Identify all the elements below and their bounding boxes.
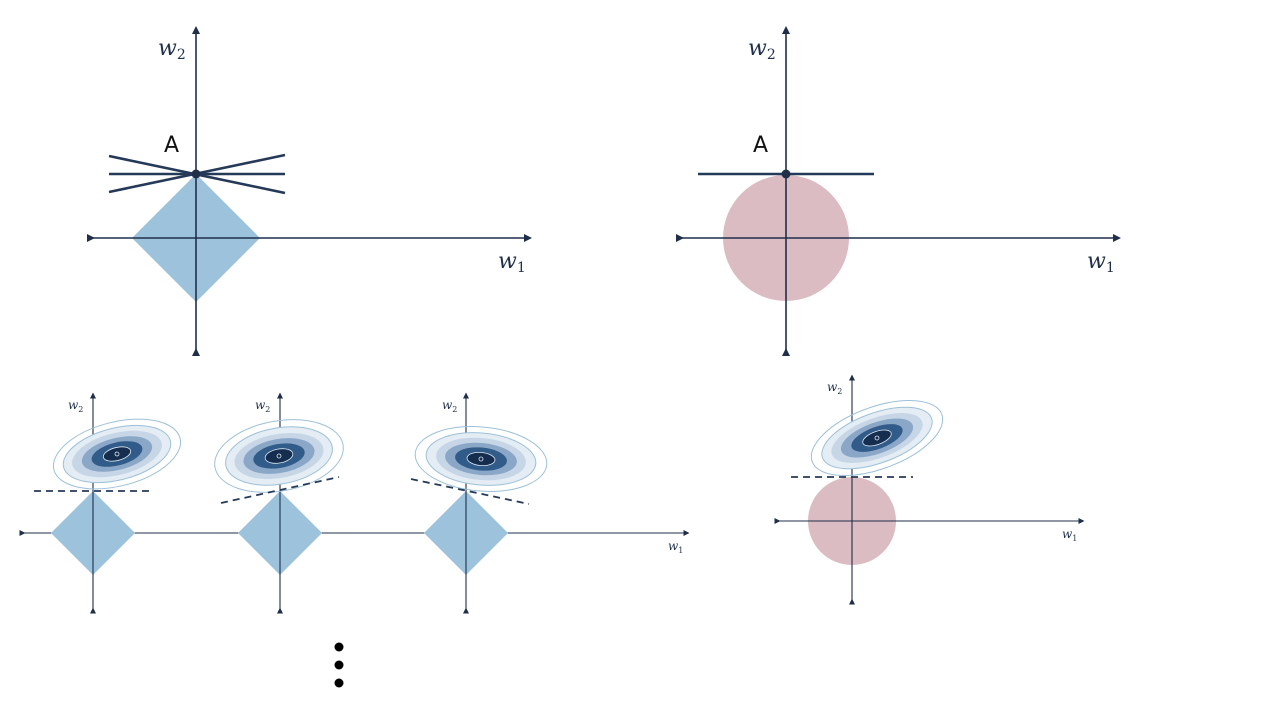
w1-axis-label: w1 <box>1062 527 1077 543</box>
shared-w1-axis-label: w1 <box>668 539 683 555</box>
top-right-panel: A w2 w1 <box>676 26 1121 356</box>
vertical-ellipsis <box>334 642 344 688</box>
top-left-panel: A w2 w1 <box>87 26 532 356</box>
w2-axis-label: w2 <box>158 36 186 63</box>
w1-axis-label: w1 <box>498 249 526 276</box>
point-a-label: A <box>164 133 179 158</box>
bottom-panel-2: w2 <box>214 392 344 614</box>
loss-contours <box>52 418 182 490</box>
ellipsis-dot <box>334 678 344 688</box>
w2-axis-label: w2 <box>255 398 270 414</box>
bottom-panel-1: w2 <box>34 392 182 614</box>
ellipsis-dot <box>334 642 344 652</box>
loss-contours <box>214 419 344 493</box>
w2-axis-label: w2 <box>442 398 457 414</box>
loss-contours <box>414 426 548 492</box>
tangent-dashed-falling <box>410 478 530 505</box>
w1-axis-label: w1 <box>1087 249 1115 276</box>
w2-axis-label: w2 <box>827 380 842 396</box>
bottom-panel-3: w2 <box>410 392 548 614</box>
point-a-marker <box>781 169 791 179</box>
ellipsis-dot <box>334 660 344 670</box>
bottom-right-panel: w2 w1 <box>774 374 1085 605</box>
point-a-label: A <box>753 133 768 158</box>
loss-contours <box>810 400 944 476</box>
w2-axis-label: w2 <box>68 398 83 414</box>
tangent-dashed-rising <box>220 476 340 504</box>
point-a-marker <box>191 169 201 179</box>
w2-axis-label: w2 <box>748 36 776 63</box>
